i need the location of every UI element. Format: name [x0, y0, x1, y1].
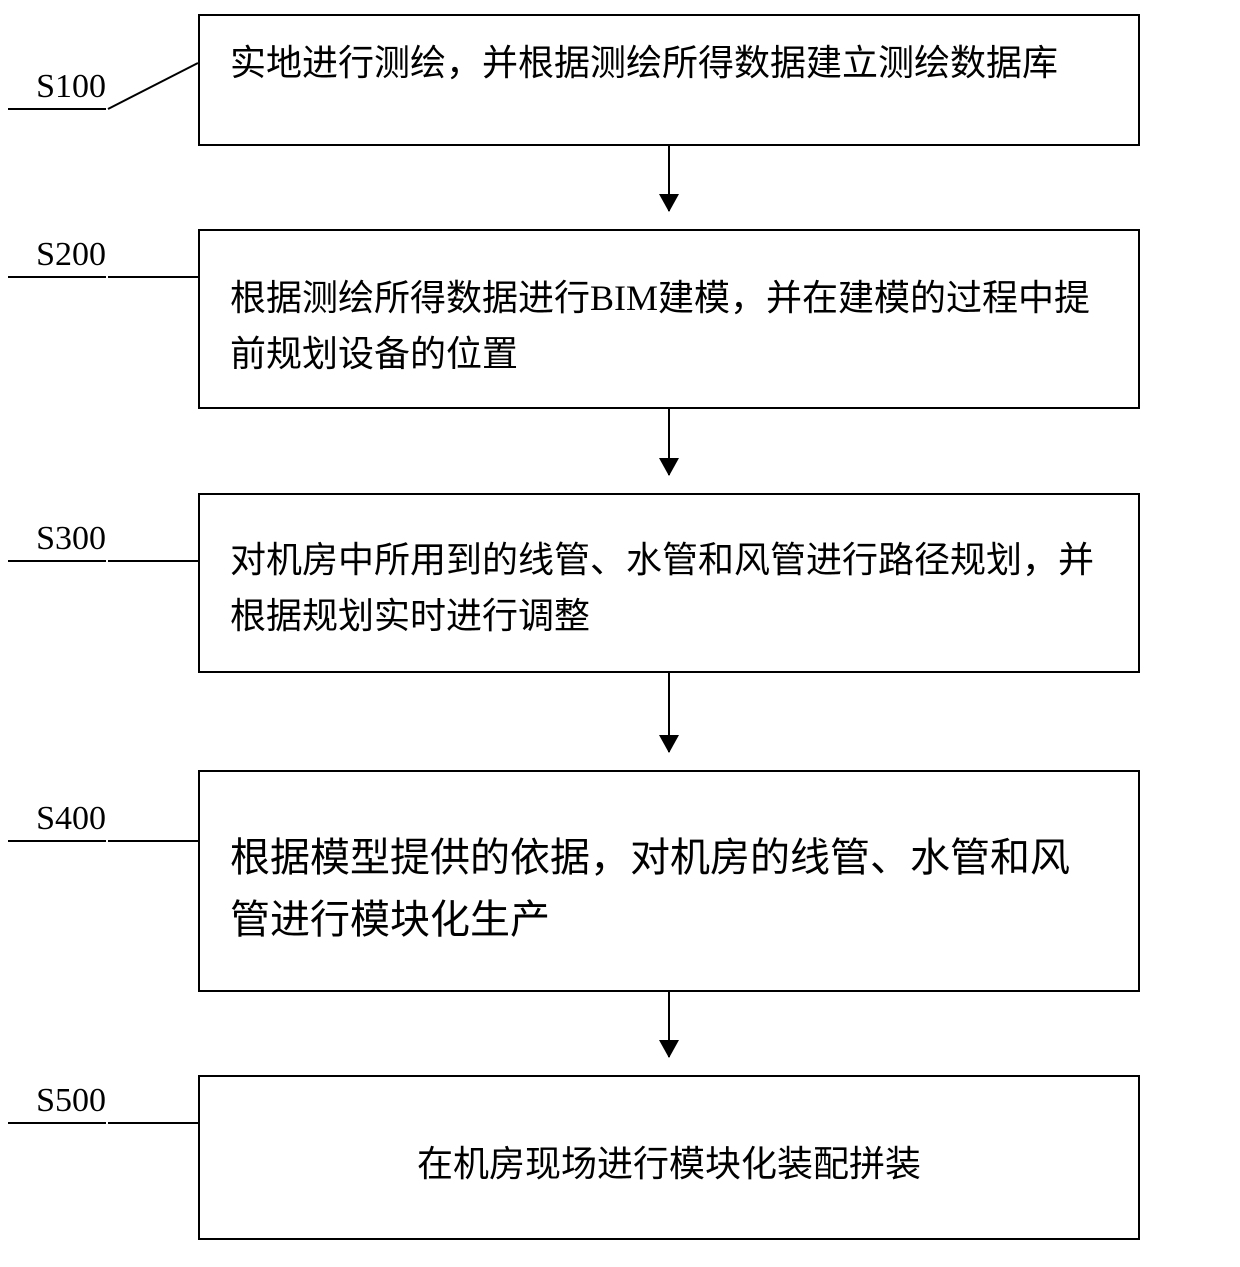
- arrow-3-4: [668, 673, 670, 752]
- step-text: 在机房现场进行模块化装配拼装: [417, 1144, 921, 1184]
- step-text: 实地进行测绘，并根据测绘所得数据建立测绘数据库: [230, 43, 1058, 83]
- step-label-s400: S400: [8, 800, 106, 842]
- step-box-s100: 实地进行测绘，并根据测绘所得数据建立测绘数据库: [198, 14, 1140, 146]
- connector-s100: [108, 62, 199, 110]
- step-text: 对机房中所用到的线管、水管和风管进行路径规划，并根据规划实时进行调整: [230, 540, 1094, 636]
- connector-s500: [108, 1122, 198, 1124]
- step-box-s300: 对机房中所用到的线管、水管和风管进行路径规划，并根据规划实时进行调整: [198, 493, 1140, 673]
- step-text: 根据模型提供的依据，对机房的线管、水管和风管进行模块化生产: [230, 835, 1070, 942]
- connector-s300: [108, 560, 198, 562]
- connector-s200: [108, 276, 198, 278]
- step-label-s500: S500: [8, 1082, 106, 1124]
- arrow-2-3: [668, 409, 670, 475]
- step-box-s400: 根据模型提供的依据，对机房的线管、水管和风管进行模块化生产: [198, 770, 1140, 992]
- flowchart-container: S100 实地进行测绘，并根据测绘所得数据建立测绘数据库 S200 根据测绘所得…: [0, 0, 1240, 1267]
- step-label-s300: S300: [8, 520, 106, 562]
- arrow-1-2: [668, 146, 670, 211]
- label-text: S100: [36, 68, 106, 105]
- label-text: S300: [36, 520, 106, 557]
- label-text: S500: [36, 1082, 106, 1119]
- step-text: 根据测绘所得数据进行BIM建模，并在建模的过程中提前规划设备的位置: [230, 278, 1090, 374]
- step-box-s500: 在机房现场进行模块化装配拼装: [198, 1075, 1140, 1240]
- step-box-s200: 根据测绘所得数据进行BIM建模，并在建模的过程中提前规划设备的位置: [198, 229, 1140, 409]
- label-text: S200: [36, 236, 106, 273]
- step-label-s100: S100: [8, 68, 106, 110]
- step-label-s200: S200: [8, 236, 106, 278]
- arrow-4-5: [668, 992, 670, 1057]
- label-text: S400: [36, 800, 106, 837]
- connector-s400: [108, 840, 198, 842]
